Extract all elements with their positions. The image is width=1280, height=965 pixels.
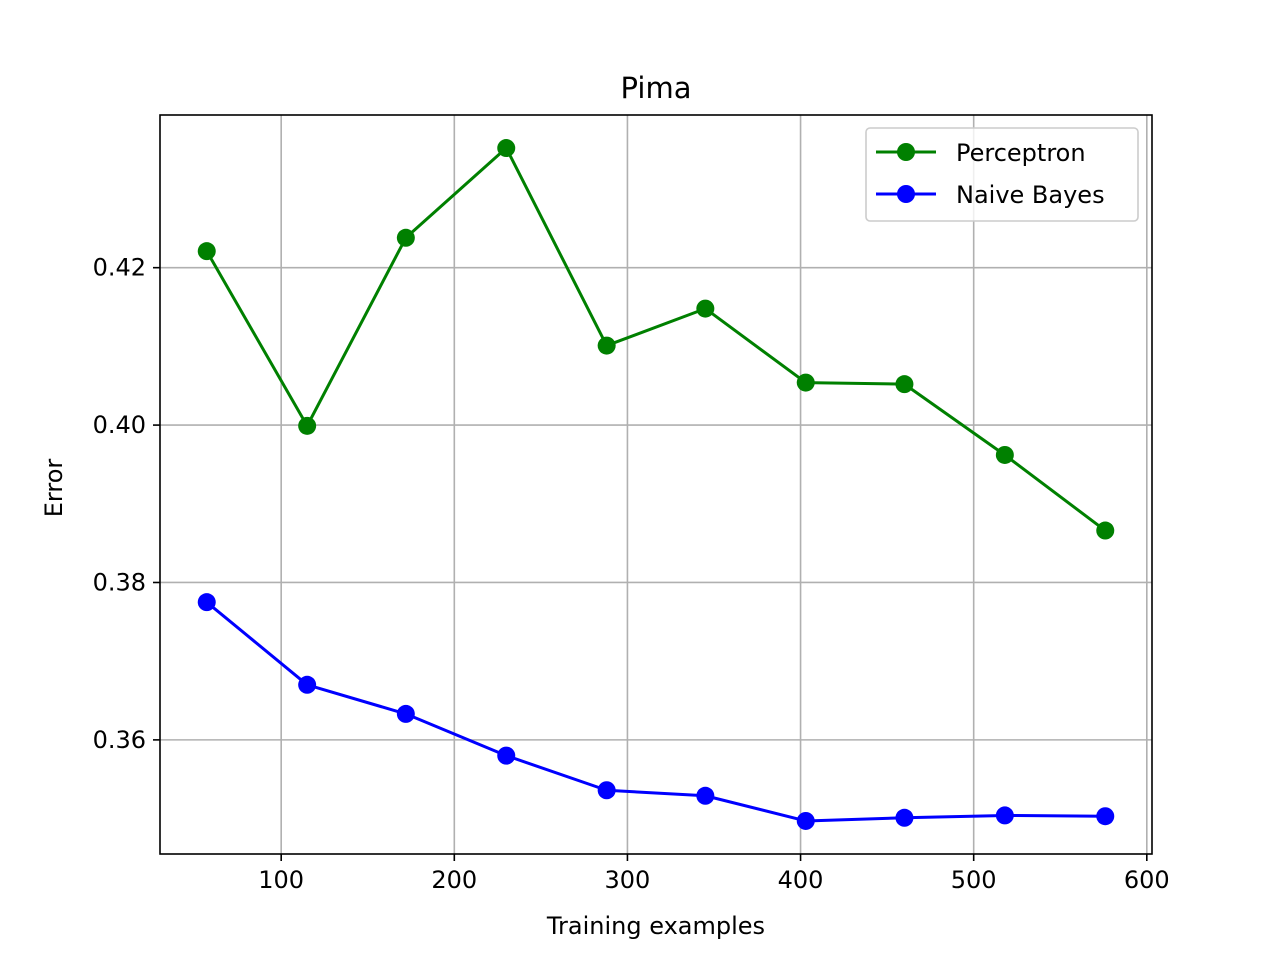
series-layer xyxy=(197,139,1115,830)
data-point-naive-bayes xyxy=(497,746,516,765)
legend-entry-perceptron: Perceptron xyxy=(876,139,1086,167)
x-tick-label: 200 xyxy=(431,866,477,894)
data-point-perceptron xyxy=(298,416,317,435)
data-point-naive-bayes xyxy=(796,811,815,830)
series-line-naive-bayes xyxy=(205,601,1106,823)
series-perceptron xyxy=(197,139,1115,540)
chart-title: Pima xyxy=(621,71,692,105)
data-point-perceptron xyxy=(895,375,914,394)
plot-area-frame xyxy=(159,114,1153,855)
data-point-perceptron xyxy=(197,242,216,261)
x-tick-label: 600 xyxy=(1124,866,1170,894)
data-point-naive-bayes xyxy=(995,806,1014,825)
series-naive-bayes xyxy=(197,593,1115,830)
data-point-naive-bayes xyxy=(895,808,914,827)
data-point-perceptron xyxy=(995,445,1014,464)
axis-ticks: 100 200 300 400 500 600 0.36 0.38 0.40 0.42 xyxy=(93,254,1170,894)
y-tick-label: 0.40 xyxy=(93,411,146,439)
legend: Perceptron Naive Bayes xyxy=(865,127,1139,222)
data-point-naive-bayes xyxy=(597,781,616,800)
data-point-naive-bayes xyxy=(1096,807,1115,826)
data-point-naive-bayes xyxy=(197,593,216,612)
data-point-perceptron xyxy=(497,139,516,158)
data-point-perceptron xyxy=(396,228,415,247)
data-point-perceptron xyxy=(696,299,715,318)
y-axis-label: Error xyxy=(40,459,68,518)
data-point-perceptron xyxy=(597,336,616,355)
x-tick-label: 100 xyxy=(258,866,304,894)
x-tick-label: 500 xyxy=(951,866,997,894)
data-point-naive-bayes xyxy=(298,675,317,694)
legend-marker-perceptron xyxy=(897,143,915,161)
y-tick-label: 0.36 xyxy=(93,726,146,754)
x-axis-label: Training examples xyxy=(546,912,765,940)
legend-marker-naive-bayes xyxy=(897,185,915,203)
y-tick-label: 0.38 xyxy=(93,568,146,596)
x-tick-label: 300 xyxy=(605,866,651,894)
legend-label-naive-bayes: Naive Bayes xyxy=(956,181,1105,209)
legend-entry-naive-bayes: Naive Bayes xyxy=(876,181,1105,209)
y-tick-label: 0.42 xyxy=(93,254,146,282)
x-tick-label: 400 xyxy=(778,866,824,894)
data-point-perceptron xyxy=(796,373,815,392)
data-point-naive-bayes xyxy=(396,704,415,723)
legend-label-perceptron: Perceptron xyxy=(956,139,1086,167)
data-point-naive-bayes xyxy=(696,786,715,805)
data-point-perceptron xyxy=(1096,521,1115,540)
legend-entries: Perceptron Naive Bayes xyxy=(876,139,1105,209)
series-line-perceptron xyxy=(205,146,1107,532)
grid xyxy=(160,115,1152,854)
